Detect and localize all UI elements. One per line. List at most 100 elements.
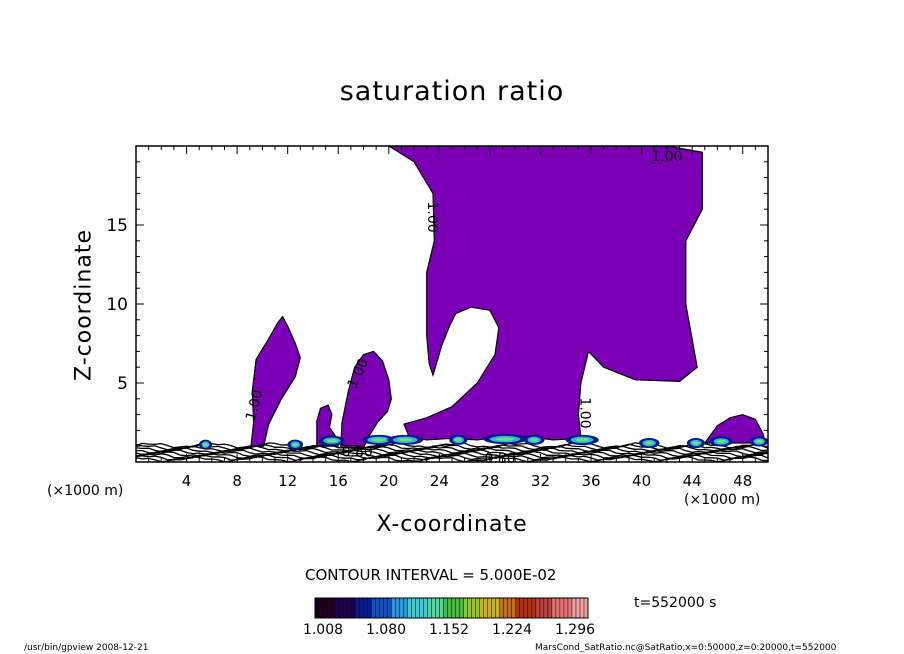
colorbar-band — [315, 598, 320, 618]
saturated-region-left-tower — [250, 315, 301, 447]
surface-cell-core — [326, 439, 338, 443]
colorbar-band — [439, 598, 444, 618]
colorbar-band — [347, 598, 352, 618]
surface-contour-line — [136, 450, 768, 458]
colorbar-band — [371, 598, 376, 618]
colorbar-band — [575, 598, 581, 618]
colorbar-band — [499, 598, 504, 618]
colorbar-band — [475, 598, 480, 618]
colorbar-band — [519, 598, 525, 618]
colorbar-band — [411, 598, 416, 618]
colorbar-band — [459, 598, 464, 618]
colorbar-band — [435, 598, 440, 618]
colorbar-band — [407, 598, 412, 618]
colorbar-band — [507, 598, 513, 618]
saturated-region-main-plume — [387, 146, 703, 441]
x-tick-label: 12 — [278, 472, 297, 490]
colorbar-band — [535, 598, 541, 618]
colorbar-band — [355, 598, 360, 618]
colorbar-frame — [314, 597, 589, 619]
x-tick-label: 36 — [581, 472, 600, 490]
near-surface-contours — [136, 442, 768, 462]
y-axis-ticks: 5 10 15 — [106, 161, 768, 447]
y-tick-label: 10 — [106, 295, 128, 315]
colorbar-band — [431, 598, 436, 618]
colorbar-band — [539, 598, 545, 618]
colorbar-band — [503, 598, 509, 618]
colorbar — [314, 597, 589, 619]
contour-interval: CONTOUR INTERVAL = 5.000E-02 — [305, 566, 557, 584]
colorbar-band — [331, 598, 336, 618]
x-tick-label: 28 — [480, 472, 499, 490]
colorbar-band — [495, 598, 500, 618]
saturated-regions — [250, 146, 767, 449]
contour-label: 0.80 — [484, 451, 515, 467]
x-tick-label: 48 — [733, 472, 752, 490]
x-tick-label: 16 — [329, 472, 348, 490]
colorbar-band — [551, 598, 557, 618]
colorbar-band — [447, 598, 452, 618]
colorbar-band — [527, 598, 533, 618]
surface-contour-line — [136, 455, 768, 462]
colorbar-band — [395, 598, 400, 618]
x-tick-label: 24 — [430, 472, 449, 490]
colorbar-band — [419, 598, 424, 618]
colorbar-tick-label: 1.296 — [554, 622, 596, 638]
surface-cell-core — [454, 438, 462, 442]
colorbar-band — [543, 598, 549, 618]
colorbar-tick-label: 1.008 — [302, 622, 344, 638]
colorbar-band — [427, 598, 432, 618]
colorbar-band — [491, 598, 496, 618]
colorbar-band — [479, 598, 484, 618]
contour-label: 1.00 — [577, 397, 593, 428]
colorbar-tick-label: 1.080 — [365, 622, 407, 638]
x-tick-label: 8 — [232, 472, 242, 490]
colorbar-band — [571, 598, 577, 618]
contour-label: 1.00 — [651, 149, 682, 165]
colorbar-band — [383, 598, 388, 618]
surface-cell-core — [692, 441, 700, 445]
x-axis-label: X-coordinate — [376, 512, 528, 537]
colorbar-band — [583, 598, 589, 618]
colorbar-band — [547, 598, 553, 618]
colorbar-band — [487, 598, 492, 618]
footer-left: /usr/bin/gpview 2008-12-21 — [24, 643, 149, 653]
surface-cell-core — [716, 439, 726, 444]
colorbar-band — [319, 598, 324, 618]
x-tick-label: 40 — [632, 472, 651, 490]
colorbar-band — [559, 598, 565, 618]
colorbar-band — [375, 598, 380, 618]
surface-cell-core — [575, 438, 590, 442]
colorbar-band — [343, 598, 348, 618]
colorbar-band — [323, 598, 328, 618]
colorbar-band — [463, 598, 468, 618]
colorbar-band — [567, 598, 573, 618]
colorbar-band — [327, 598, 332, 618]
surface-cell-core — [203, 443, 208, 447]
colorbar-band — [511, 598, 517, 618]
colorbar-band — [415, 598, 420, 618]
surface-cell-core — [495, 437, 515, 441]
x-unit-left: (×1000 m) — [47, 483, 124, 499]
colorbar-band — [367, 598, 372, 618]
footer-right: MarsCond_SatRatio.nc@SatRatio,x=0:50000,… — [535, 643, 837, 653]
colorbar-band — [523, 598, 529, 618]
colorbar-band — [563, 598, 569, 618]
y-axis-label: Z-coordinate — [71, 229, 97, 381]
colorbar-band — [443, 598, 448, 618]
colorbar-tick-labels: 1.008 1.080 1.152 1.224 1.296 — [298, 622, 598, 640]
colorbar-band — [387, 598, 392, 618]
colorbar-band — [379, 598, 384, 618]
colorbar-band — [423, 598, 428, 618]
colorbar-band — [483, 598, 488, 618]
colorbar-band — [363, 598, 368, 618]
colorbar-band — [471, 598, 476, 618]
colorbar-band — [455, 598, 460, 618]
x-tick-label: 44 — [683, 472, 702, 490]
y-tick-label: 15 — [106, 216, 128, 236]
surface-cells — [198, 434, 768, 450]
colorbar-band — [531, 598, 537, 618]
colorbar-band — [555, 598, 561, 618]
x-tick-label: 4 — [182, 472, 192, 490]
